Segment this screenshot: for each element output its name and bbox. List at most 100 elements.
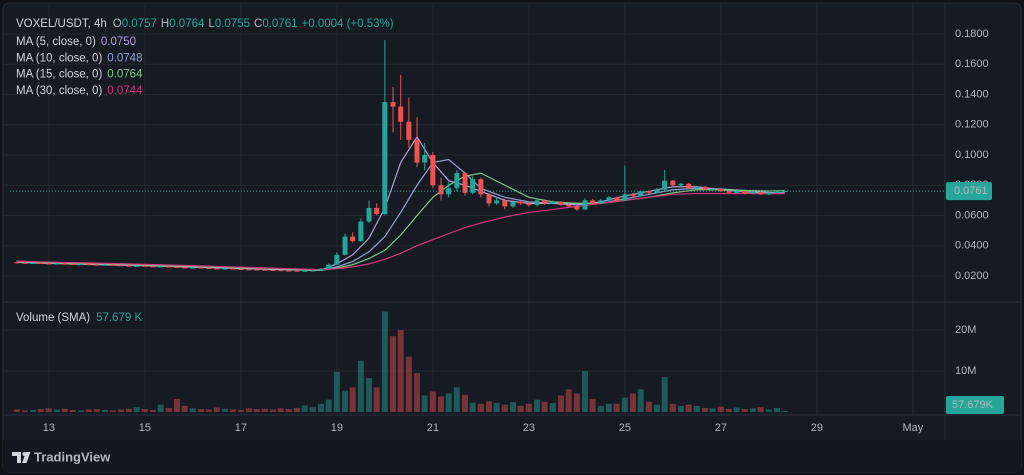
- candle-body: [646, 191, 652, 193]
- volume-bar: [445, 393, 452, 412]
- footer-bar: [3, 440, 1021, 472]
- volume-bar: [669, 403, 676, 412]
- candle-body: [94, 264, 100, 266]
- volume-bar: [469, 402, 476, 412]
- candle-body: [30, 262, 36, 264]
- x-tick-label: 21: [427, 422, 439, 434]
- volume-bar: [198, 409, 205, 412]
- volume-bar: [613, 403, 620, 412]
- candle-body: [270, 270, 276, 272]
- ma-name: MA (10, close, 0): [16, 52, 102, 64]
- volume-bar: [13, 409, 20, 412]
- candle-body: [710, 189, 716, 191]
- volume-bar: [294, 407, 301, 412]
- ma-value: 0.0764: [107, 69, 143, 81]
- candle-body: [238, 269, 244, 271]
- volume-bar: [525, 403, 532, 412]
- x-tick-label: 19: [331, 422, 343, 434]
- candle-body: [574, 206, 580, 210]
- legend: VOXEL/USDT, 4h O0.0757 H0.0764 L0.0755 C0.07…: [16, 18, 394, 324]
- volume-bar: [661, 377, 668, 412]
- volume-bar: [150, 409, 157, 412]
- volume-tick-label: 10M: [955, 365, 976, 377]
- candle-body: [222, 268, 228, 270]
- low-value: 0.0755: [215, 18, 250, 30]
- candle-body: [358, 221, 364, 242]
- symbol-line: VOXEL/USDT, 4h O0.0757 H0.0764 L0.0755 C0.07…: [16, 18, 394, 30]
- logo-dot: [22, 452, 27, 456]
- volume-bar: [373, 387, 380, 412]
- ma-legend: MA (10, close, 0) 0.0748: [16, 52, 142, 64]
- volume-bar: [597, 405, 604, 412]
- volume-bar: [30, 409, 37, 412]
- candle-body: [526, 203, 532, 205]
- candle-body: [206, 267, 212, 269]
- candle-body: [86, 264, 92, 266]
- change: +0.0004 (+0.53%): [302, 18, 394, 30]
- volume-bar: [325, 399, 332, 412]
- volume-bar: [285, 409, 292, 412]
- candle-body: [486, 194, 492, 204]
- candle-body: [110, 264, 116, 266]
- volume-bar: [165, 407, 172, 412]
- candle-body: [534, 200, 540, 205]
- candle-body: [302, 270, 308, 272]
- candle-body: [366, 207, 372, 222]
- ma-legend: MA (30, close, 0) 0.0744: [16, 85, 143, 97]
- volume-bar: [21, 410, 28, 412]
- candle-body: [654, 189, 660, 193]
- y-tick-label: 0.0400: [955, 240, 989, 252]
- candle-body: [214, 268, 220, 270]
- candle-body: [46, 263, 52, 265]
- last-price-tag: [946, 182, 992, 201]
- volume-bar: [781, 410, 788, 412]
- branding: TradingView: [12, 449, 111, 464]
- candle-body: [310, 270, 316, 272]
- candle-body: [582, 200, 588, 210]
- volume-bar: [102, 409, 109, 412]
- candle-body: [198, 267, 204, 269]
- close-value: 0.0761: [262, 18, 297, 30]
- volume-bar: [126, 408, 133, 412]
- volume-bar: [366, 377, 373, 412]
- volume-bar: [717, 406, 724, 412]
- candle-body: [278, 270, 284, 272]
- candle-body: [734, 191, 740, 193]
- volume-bar: [438, 396, 445, 412]
- volume-bar: [357, 360, 364, 412]
- candle-body: [374, 207, 380, 214]
- volume-bar: [349, 387, 356, 412]
- volume-bar: [765, 409, 772, 412]
- candle-body: [54, 263, 60, 265]
- y-tick-label: 0.1000: [955, 149, 989, 161]
- ma-legend: MA (5, close, 0) 0.0750: [16, 36, 136, 48]
- x-tick-label: 15: [139, 422, 151, 434]
- candle-body: [694, 186, 700, 189]
- brand-name: TradingView: [34, 449, 111, 464]
- candle-body: [502, 200, 508, 207]
- candle-body: [190, 267, 196, 269]
- candle-body: [390, 102, 396, 107]
- candle-body: [470, 179, 476, 193]
- volume-bar: [582, 371, 589, 412]
- volume-bar: [421, 395, 428, 412]
- volume-bar: [237, 409, 244, 412]
- candle-body: [414, 139, 420, 163]
- candle-body: [166, 266, 172, 268]
- candle-body: [550, 201, 556, 204]
- volume-bar: [78, 410, 85, 412]
- y-tick-label: 0.1800: [955, 28, 989, 40]
- candle-body: [510, 201, 516, 207]
- volume-bar: [157, 404, 164, 412]
- candle-body: [518, 201, 524, 204]
- volume-bar: [678, 405, 685, 412]
- candle-body: [670, 180, 676, 186]
- volume-bar: [342, 390, 349, 412]
- y-tick-label: 0.1600: [955, 58, 989, 70]
- volume-tick-label: 20M: [955, 324, 976, 336]
- candle-body: [542, 200, 548, 204]
- candle-body: [22, 262, 28, 264]
- volume-bar: [309, 407, 316, 412]
